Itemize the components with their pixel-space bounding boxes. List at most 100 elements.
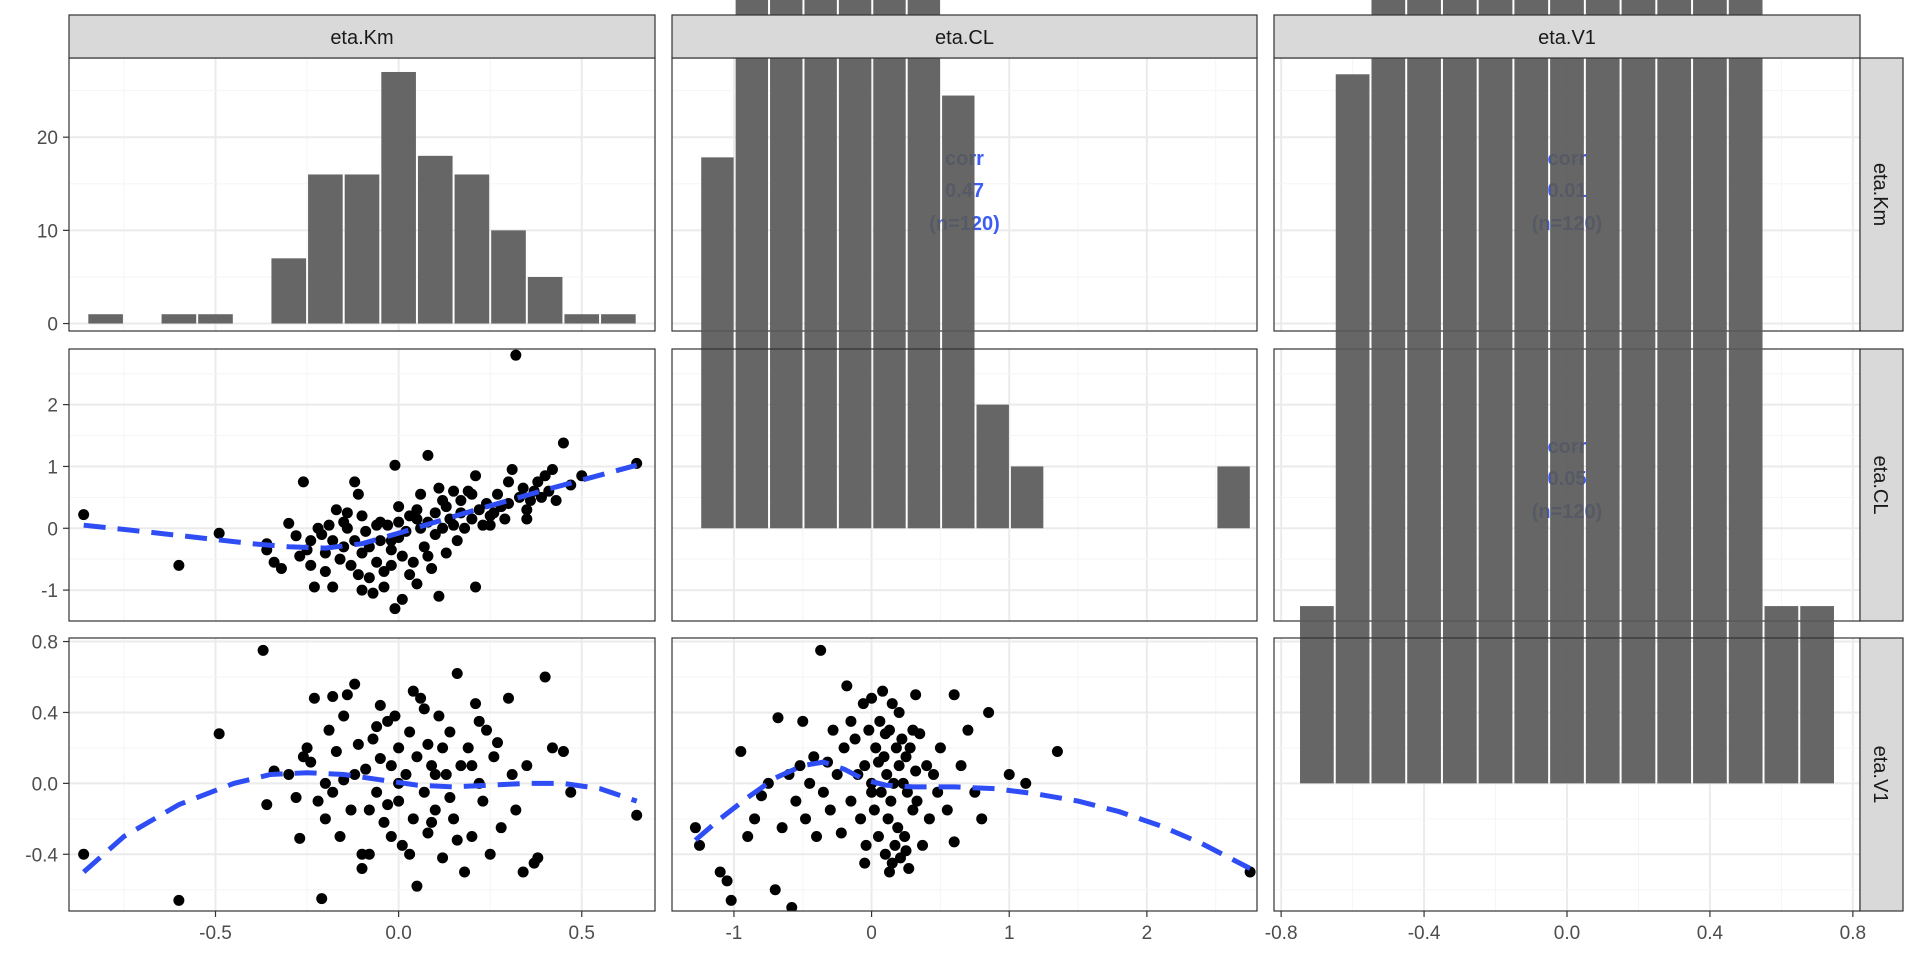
scatter-point bbox=[396, 550, 408, 562]
scatter-point bbox=[910, 765, 922, 777]
y-tick-label: 1 bbox=[47, 457, 58, 478]
scatter-point bbox=[319, 566, 331, 578]
scatter-point bbox=[776, 822, 788, 834]
scatter-point bbox=[470, 581, 482, 593]
scatter-point bbox=[911, 795, 923, 807]
histogram-bar bbox=[1657, 0, 1692, 784]
scatter-point bbox=[437, 852, 449, 864]
scatter-point bbox=[455, 494, 467, 506]
scatter-point bbox=[294, 832, 306, 844]
scatter-point bbox=[261, 799, 273, 811]
histogram-bar bbox=[770, 0, 803, 529]
scatter-point bbox=[319, 813, 331, 825]
scatter-point bbox=[393, 795, 405, 807]
scatter-point bbox=[962, 724, 974, 736]
histogram-bar bbox=[1442, 0, 1477, 784]
x-tick-label: 0.5 bbox=[569, 923, 595, 944]
scatter-point bbox=[976, 813, 988, 825]
scatter-point bbox=[437, 494, 449, 506]
strip-top-eta-km: eta.Km bbox=[68, 14, 656, 59]
scatter-point bbox=[872, 756, 884, 768]
scatter-point bbox=[797, 715, 809, 727]
x-tick-label: -0.4 bbox=[1408, 923, 1441, 944]
scatter-point bbox=[389, 603, 401, 615]
scatter-point bbox=[932, 786, 944, 798]
scatter-point bbox=[1003, 769, 1015, 780]
panel-eta-cl-vs-eta-km bbox=[68, 348, 656, 622]
histogram-bar bbox=[1335, 74, 1370, 784]
histogram-bar bbox=[271, 258, 307, 324]
panel-eta-cl-vs-eta-cl bbox=[671, 0, 1258, 622]
histogram-bar bbox=[976, 404, 1009, 529]
scatter-point bbox=[385, 559, 397, 571]
scatter-point bbox=[327, 581, 339, 593]
scatter-point bbox=[305, 559, 317, 571]
scatter-point bbox=[352, 738, 364, 750]
scatter-point bbox=[896, 733, 908, 745]
histogram-bar bbox=[1300, 606, 1334, 784]
y-tick-label: 0.0 bbox=[32, 774, 58, 795]
scatter-point bbox=[363, 848, 375, 860]
scatter-point bbox=[396, 839, 408, 851]
scatter-point bbox=[422, 738, 434, 750]
scatter-point bbox=[396, 593, 408, 605]
scatter-point bbox=[899, 831, 911, 843]
scatter-point bbox=[521, 504, 533, 516]
scatter-point bbox=[892, 822, 904, 834]
scatter-point bbox=[499, 513, 511, 525]
scatter-point bbox=[532, 476, 544, 488]
scatter-point bbox=[477, 795, 489, 807]
x-axis-eta-cl: -1 0 1 2 bbox=[725, 911, 1152, 944]
scatter-point bbox=[360, 525, 372, 537]
y-tick-label: -0.4 bbox=[25, 845, 58, 866]
scatter-point bbox=[521, 760, 533, 772]
smooth-curve bbox=[82, 770, 638, 874]
scatter-point bbox=[389, 710, 401, 722]
scatter-point bbox=[418, 786, 430, 798]
scatter-points bbox=[689, 644, 1256, 911]
scatter-points bbox=[78, 349, 643, 615]
scatter-point bbox=[433, 482, 445, 494]
scatter-point bbox=[437, 742, 449, 754]
scatter-point bbox=[786, 901, 798, 911]
scatter-point bbox=[827, 724, 839, 736]
scatter-point bbox=[356, 584, 368, 596]
scatter-point bbox=[742, 831, 754, 843]
panel-eta-cl-vs-eta-cl-border bbox=[671, 348, 1258, 622]
panel-eta-v1-vs-eta-cl bbox=[671, 637, 1258, 912]
scatter-point bbox=[546, 742, 558, 754]
scatter-point bbox=[440, 769, 452, 780]
histogram-bar bbox=[1621, 0, 1656, 784]
scatter-point bbox=[689, 822, 701, 834]
y-tick-label: 0.8 bbox=[32, 633, 58, 654]
scatter-point bbox=[437, 522, 449, 534]
scatter-point bbox=[1020, 777, 1032, 789]
strip-top-eta-km-box bbox=[68, 14, 656, 59]
scatter-point bbox=[378, 581, 390, 593]
histogram-bar bbox=[381, 71, 416, 324]
scatter-point bbox=[426, 760, 438, 772]
scatter-point bbox=[725, 894, 737, 906]
scatter-point bbox=[539, 470, 551, 482]
strip-top-eta-cl-box bbox=[671, 14, 1258, 59]
histogram-bar bbox=[942, 95, 975, 529]
scatter-point bbox=[308, 692, 320, 704]
scatter-point bbox=[407, 556, 419, 568]
strip-label-eta-v1: eta.V1 bbox=[1538, 27, 1596, 49]
scatter-point bbox=[327, 786, 339, 798]
scatter-point bbox=[330, 745, 342, 757]
scatter-point bbox=[294, 550, 306, 562]
strip-right-eta-km-box bbox=[1859, 57, 1904, 332]
scatter-point bbox=[462, 742, 474, 754]
strips-layer: eta.Km eta.CL eta.V1 eta.Km eta.CL eta.V… bbox=[68, 14, 1904, 912]
scatter-point bbox=[338, 516, 350, 528]
scatter-point bbox=[934, 742, 946, 754]
scatter-point bbox=[1051, 745, 1063, 757]
scatter-point bbox=[367, 587, 379, 599]
scatter-point bbox=[886, 698, 898, 710]
strip-right-eta-cl-box bbox=[1859, 348, 1904, 622]
scatter-point bbox=[838, 742, 850, 754]
scatter-point bbox=[831, 769, 843, 780]
scatter-point bbox=[429, 507, 441, 519]
scatter-point bbox=[557, 437, 569, 449]
